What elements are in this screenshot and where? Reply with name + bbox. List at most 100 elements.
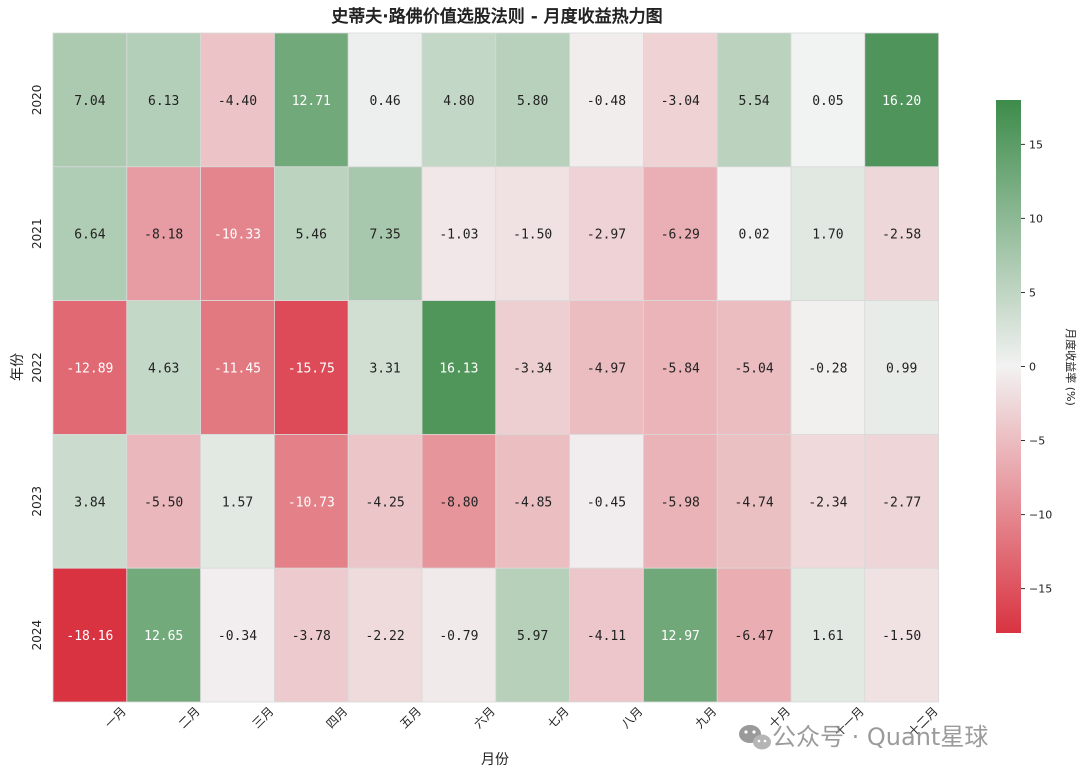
- cell-value-label: 0.99: [886, 362, 917, 377]
- cell-value-label: -18.16: [66, 629, 113, 644]
- cell-value-label: -11.45: [214, 362, 261, 377]
- cell-value-label: -12.89: [66, 362, 113, 377]
- cell-value-label: -4.74: [735, 495, 774, 510]
- heatmap-cell: [790, 433, 866, 569]
- cell-value-label: -2.77: [882, 495, 921, 510]
- cell-value-label: -2.34: [808, 495, 847, 510]
- cell-value-label: -1.50: [882, 629, 921, 644]
- colorbar-tick-label: 10: [1029, 212, 1043, 225]
- heatmap-cell: [273, 433, 349, 569]
- cell-value-label: -1.03: [439, 228, 478, 243]
- colorbar: −15 −10 −5 0 5 10 15 月度收益率 (%): [996, 100, 1078, 633]
- heatmap-cell: [716, 32, 792, 168]
- heatmap-cell: [52, 300, 128, 435]
- cell-value-label: -4.97: [587, 362, 626, 377]
- cell-value-label: -2.22: [366, 629, 405, 644]
- cell-value-label: -5.98: [661, 495, 700, 510]
- y-tick-labels: 2020 2021 2022 2023 2024: [30, 85, 44, 651]
- cell-value-label: 0.46: [369, 94, 400, 109]
- watermark-text: 公众号 · Quant星球: [772, 723, 988, 751]
- cell-value-label: -4.40: [218, 94, 257, 109]
- colorbar-tick-label: 15: [1029, 138, 1043, 151]
- heatmap-cell: [716, 433, 792, 569]
- heatmap-cell: [495, 433, 570, 569]
- cell-value-label: 16.20: [882, 94, 921, 109]
- cell-value-label: -4.85: [513, 495, 552, 510]
- y-axis-label: 年份: [10, 353, 26, 381]
- heatmap-cell: [864, 32, 939, 168]
- y-tick-label: 2020: [30, 85, 44, 116]
- heatmap-cell: [200, 32, 275, 168]
- colorbar-tick-label: −15: [1029, 583, 1052, 596]
- cell-value-label: 12.97: [661, 629, 700, 644]
- x-tick-label: 九月: [692, 704, 719, 731]
- colorbar-gradient: [996, 100, 1021, 633]
- cell-value-label: 1.61: [812, 629, 843, 644]
- cell-value-label: 4.80: [443, 94, 474, 109]
- cell-value-label: -6.47: [735, 629, 774, 644]
- heatmap-cell: [273, 166, 349, 302]
- x-tick-label: 四月: [323, 704, 350, 731]
- x-tick-label: 一月: [102, 704, 129, 731]
- heatmap-cell: [421, 32, 497, 168]
- heatmap-cell: [716, 567, 792, 703]
- heatmap-cell: [200, 567, 275, 703]
- x-tick-label: 二月: [176, 704, 203, 731]
- heatmap-cell: [495, 166, 570, 302]
- x-tick-label: 六月: [471, 704, 498, 731]
- heatmap-cell: [52, 166, 128, 302]
- heatmap-cell: [126, 166, 202, 302]
- cell-value-label: -15.75: [288, 362, 335, 377]
- heatmap-cell: [347, 166, 423, 302]
- cell-value-label: 5.46: [296, 228, 327, 243]
- heatmap-cell: [643, 567, 718, 703]
- cell-value-label: 1.70: [812, 228, 843, 243]
- cell-value-label: 0.05: [812, 94, 843, 109]
- heatmap-cell: [643, 433, 718, 569]
- cell-value-label: -0.45: [587, 495, 626, 510]
- heatmap-cell: [52, 433, 128, 569]
- heatmap-cell: [200, 300, 275, 435]
- cell-value-label: 7.04: [74, 94, 105, 109]
- cell-value-label: 5.80: [517, 94, 548, 109]
- heatmap-cell: [52, 32, 128, 168]
- heatmap-cell: [347, 300, 423, 435]
- cell-value-label: -4.11: [587, 629, 626, 644]
- heatmap-cell: [643, 166, 718, 302]
- cell-value-label: -10.33: [214, 228, 261, 243]
- cell-value-label: 1.57: [222, 495, 253, 510]
- cell-value-label: 12.65: [144, 629, 183, 644]
- colorbar-tick-label: −10: [1029, 509, 1052, 522]
- cell-value-label: -2.97: [587, 228, 626, 243]
- cell-value-label: -3.04: [661, 94, 700, 109]
- heatmap-cell: [864, 166, 939, 302]
- cell-value-label: 12.71: [292, 94, 331, 109]
- cell-value-label: -8.80: [439, 495, 478, 510]
- cell-value-label: 16.13: [439, 362, 478, 377]
- cell-value-label: -5.84: [661, 362, 700, 377]
- cell-value-label: 7.35: [369, 228, 400, 243]
- cell-value-label: -5.04: [735, 362, 774, 377]
- x-tick-label: 三月: [250, 704, 277, 731]
- cell-value-label: 3.84: [74, 495, 105, 510]
- cell-value-label: 0.02: [738, 228, 769, 243]
- x-tick-label: 五月: [397, 704, 424, 731]
- heatmap-cell: [52, 567, 128, 703]
- heatmap-cell: [273, 32, 349, 168]
- y-tick-label: 2022: [30, 352, 44, 383]
- x-axis-label: 月份: [481, 752, 509, 768]
- heatmap-cell: [790, 166, 866, 302]
- cell-value-label: -3.34: [513, 362, 552, 377]
- wechat-icon: [739, 725, 771, 750]
- cell-value-label: -8.18: [144, 228, 183, 243]
- cell-value-label: 4.63: [148, 362, 179, 377]
- heatmap-cell: [495, 567, 570, 703]
- y-tick-label: 2021: [30, 218, 44, 249]
- cell-value-label: 5.54: [738, 94, 769, 109]
- heatmap-cell: [716, 166, 792, 302]
- cell-value-label: -0.34: [218, 629, 257, 644]
- heatmap-cell: [569, 567, 644, 703]
- heatmap-cell: [790, 300, 866, 435]
- cell-value-label: -3.78: [292, 629, 331, 644]
- heatmap-cell: [347, 32, 423, 168]
